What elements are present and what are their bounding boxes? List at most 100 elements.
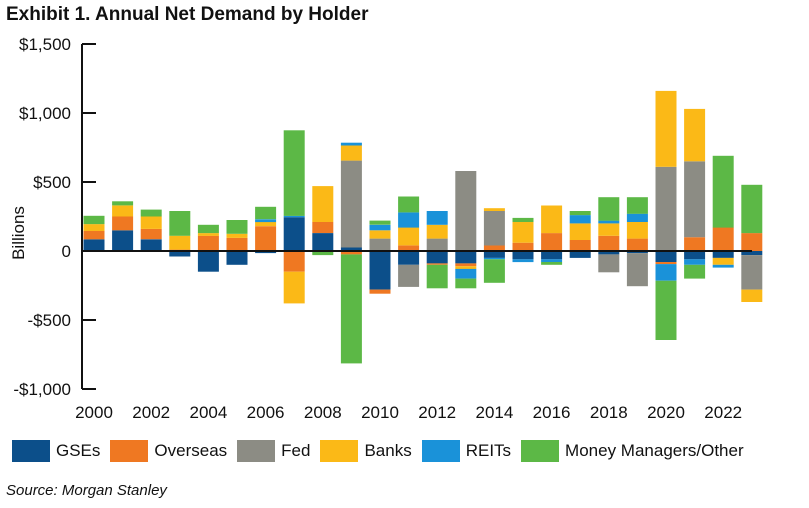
bar-segment — [169, 235, 191, 250]
bar-segment — [512, 217, 534, 222]
bar-segment — [312, 251, 334, 256]
legend-swatch — [521, 440, 560, 462]
bar-segment — [598, 251, 620, 255]
legend-item: REITs — [421, 440, 512, 462]
bar-segment — [626, 197, 648, 214]
y-tick-label: 0 — [62, 242, 71, 261]
bar-segment — [684, 237, 706, 251]
legend-swatch — [110, 440, 149, 462]
bar-segment — [312, 222, 334, 233]
bar-segment — [83, 215, 105, 225]
bar-segment — [398, 227, 420, 246]
bar-segment — [426, 238, 448, 251]
y-tick-label: -$500 — [28, 311, 71, 330]
bar-segment — [83, 239, 105, 251]
bar-segment — [197, 224, 219, 234]
bar-segment — [169, 211, 191, 236]
bar-segment — [598, 220, 620, 224]
bar-segment — [512, 222, 534, 243]
bar-segment — [255, 219, 277, 223]
bar-segment — [741, 233, 763, 251]
bar-segment — [140, 216, 162, 229]
chart-title: Exhibit 1. Annual Net Demand by Holder — [6, 4, 369, 25]
bar-segment — [283, 271, 305, 304]
legend-item: GSEs — [12, 440, 100, 462]
y-tick-label: $1,000 — [19, 104, 71, 123]
bar-segment — [283, 215, 305, 218]
bar-segment — [741, 255, 763, 290]
bar-segment — [340, 251, 362, 255]
bar-segment — [512, 259, 534, 263]
bar-segment — [255, 206, 277, 220]
bar-segment — [512, 251, 534, 260]
bar-segment — [684, 108, 706, 162]
bar-segment — [626, 253, 648, 287]
bar-segment — [197, 235, 219, 251]
bar-segment — [712, 264, 734, 268]
bar-segment — [398, 212, 420, 228]
x-tick-label: 2022 — [704, 403, 742, 422]
bar-segment — [426, 211, 448, 225]
bar-segment — [598, 254, 620, 273]
bar-segment — [398, 251, 420, 265]
legend-item: Overseas — [110, 440, 227, 462]
bar-segment — [112, 216, 134, 231]
bar-segment — [140, 228, 162, 240]
y-tick-label: $1,500 — [19, 35, 71, 54]
bar-segment — [340, 145, 362, 161]
x-tick-label: 2002 — [132, 403, 170, 422]
legend-item: Fed — [237, 440, 310, 462]
legend-label: REITs — [465, 441, 512, 460]
bar-segment — [598, 197, 620, 221]
x-tick-label: 2000 — [75, 403, 113, 422]
x-tick-label: 2016 — [533, 403, 571, 422]
bar-segment — [426, 264, 448, 289]
bar-segment — [483, 208, 505, 211]
legend-item: Money Managers/Other — [521, 440, 744, 462]
bar-segment — [340, 247, 362, 251]
bar-segment — [112, 205, 134, 217]
bar-segment — [541, 233, 563, 251]
bar-segment — [569, 211, 591, 216]
bar-segment — [684, 251, 706, 260]
bar-segment — [541, 259, 563, 263]
bar-segment — [541, 205, 563, 234]
bar-segment — [426, 224, 448, 239]
bar-segment — [712, 155, 734, 228]
bar-segment — [369, 230, 391, 239]
bar-segment — [512, 242, 534, 251]
bar-segment — [741, 184, 763, 234]
legend-label: Money Managers/Other — [565, 441, 744, 460]
x-tick-label: 2008 — [304, 403, 342, 422]
bar-segment — [426, 251, 448, 264]
bar-segment — [684, 264, 706, 279]
bar-segment — [255, 226, 277, 251]
bar-segment — [741, 289, 763, 302]
bar-segment — [712, 257, 734, 265]
bar-segment — [83, 224, 105, 231]
bar-segment — [340, 160, 362, 248]
bar-segment — [569, 251, 591, 258]
bar-segment — [312, 233, 334, 251]
bar-segment — [255, 222, 277, 227]
bar-segment — [283, 251, 305, 272]
bar-segment — [541, 251, 563, 260]
bar-segment — [541, 262, 563, 265]
bar-segment — [226, 237, 248, 251]
legend-label: Overseas — [154, 441, 228, 460]
bar-segment — [455, 251, 477, 264]
bar-segment — [626, 251, 648, 254]
bar-segment — [712, 227, 734, 251]
bar-segment — [684, 161, 706, 238]
legend-label: Banks — [364, 441, 412, 460]
bar-segment — [569, 240, 591, 251]
bar-segment — [455, 266, 477, 269]
bar-segment — [483, 259, 505, 283]
legend-swatch — [320, 440, 359, 462]
bar-segment — [655, 262, 677, 265]
bar-segment — [655, 90, 677, 167]
source-note: Source: Morgan Stanley — [6, 482, 167, 499]
bar-segment — [741, 251, 763, 256]
bar-segment — [655, 251, 677, 262]
bar-segment — [340, 142, 362, 146]
